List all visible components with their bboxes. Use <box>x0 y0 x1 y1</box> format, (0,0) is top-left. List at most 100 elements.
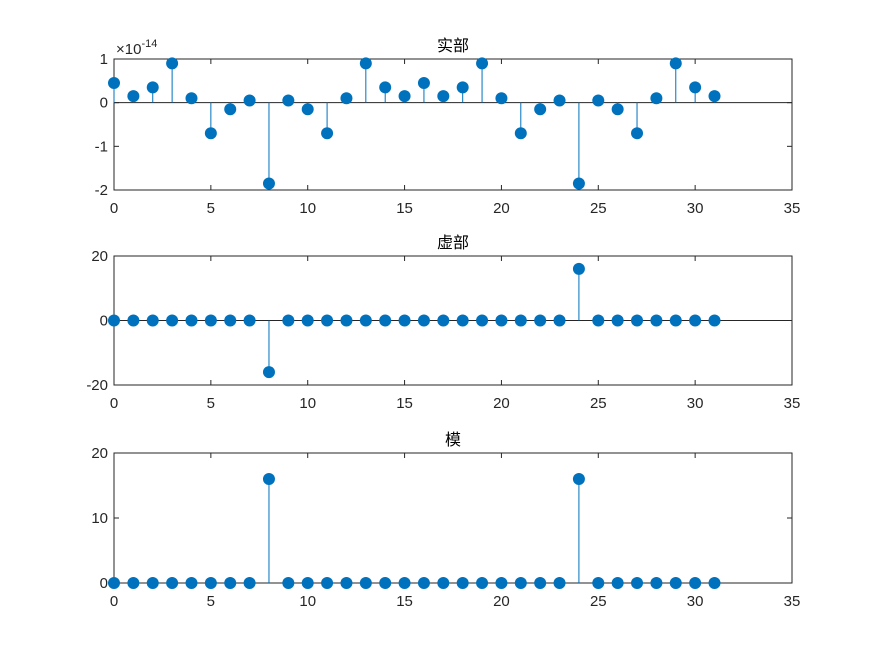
stem-marker <box>553 577 566 589</box>
stem-marker <box>166 577 179 589</box>
stem-marker <box>476 314 489 327</box>
stem-marker <box>514 577 527 589</box>
stem-marker <box>340 92 353 105</box>
x-tick-label: 15 <box>396 200 413 217</box>
x-tick-label: 25 <box>590 200 607 217</box>
stem-marker <box>592 577 605 589</box>
y-exponent-label: ×10-14 <box>116 38 157 58</box>
stem-marker <box>340 314 353 327</box>
stem-marker <box>553 314 566 327</box>
y-tick-label: -2 <box>95 182 108 199</box>
stem-marker <box>437 577 450 589</box>
stem-marker <box>243 577 256 589</box>
stem-marker <box>282 94 295 107</box>
x-tick-label: 5 <box>207 593 215 610</box>
stem-marker <box>398 90 411 103</box>
stem-marker <box>282 577 295 589</box>
y-tick-label: -1 <box>95 138 108 155</box>
x-tick-label: 20 <box>493 593 510 610</box>
stem-marker <box>611 577 624 589</box>
stem-marker <box>495 314 508 327</box>
stem-marker <box>262 177 275 190</box>
stem-marker <box>456 577 469 589</box>
stem-marker <box>456 81 469 94</box>
plot-title: 虚部 <box>437 233 469 252</box>
stem-marker <box>456 314 469 327</box>
x-tick-label: 15 <box>396 395 413 412</box>
stem-marker <box>321 127 334 140</box>
stem-marker <box>321 577 334 589</box>
stem-marker <box>437 90 450 103</box>
y-tick-label: -20 <box>86 377 108 394</box>
x-tick-label: 10 <box>299 200 316 217</box>
axes-box <box>113 452 793 584</box>
stem-marker <box>127 577 140 589</box>
y-tick-label: 1 <box>100 51 108 68</box>
y-tick-label: 0 <box>100 95 108 112</box>
stem-marker <box>534 577 547 589</box>
stem-marker <box>689 577 702 589</box>
stem-marker <box>262 366 275 379</box>
plot-title: 实部 <box>437 36 469 55</box>
stem-marker <box>379 577 392 589</box>
stem-marker <box>185 577 198 589</box>
stem-marker <box>708 577 721 589</box>
stem-marker <box>650 314 663 327</box>
stem-marker <box>572 177 585 190</box>
stem-marker <box>166 57 179 70</box>
subplot-3: 0 5 10 15 20 25 30 35 20 10 0 模 <box>91 430 800 610</box>
stem-marker <box>708 90 721 103</box>
stem-marker <box>669 57 682 70</box>
axes-box <box>113 58 793 191</box>
x-tick-label: 25 <box>590 593 607 610</box>
stem-marker <box>301 103 314 116</box>
x-tick-label: 0 <box>110 593 118 610</box>
plot-title: 模 <box>445 430 461 449</box>
stem-marker <box>321 314 334 327</box>
stem-marker <box>340 577 353 589</box>
stem-marker <box>689 314 702 327</box>
stem-marker <box>301 314 314 327</box>
stem-marker <box>243 314 256 327</box>
stem-marker <box>185 92 198 105</box>
stem-marker <box>262 473 275 485</box>
x-tick-label: 30 <box>687 200 704 217</box>
stem-marker <box>514 127 527 140</box>
stem-marker <box>204 127 217 140</box>
stem-marker <box>224 103 237 116</box>
stem-marker <box>611 103 624 116</box>
stem-marker <box>224 314 237 327</box>
stem-marker <box>611 314 624 327</box>
stem-marker <box>476 57 489 70</box>
stem-marker <box>669 314 682 327</box>
x-tick-label: 5 <box>207 200 215 217</box>
stem-marker <box>534 103 547 116</box>
stem-marker <box>572 262 585 275</box>
stem-marker <box>417 314 430 327</box>
stem-marker <box>631 127 644 140</box>
y-tick-label: 0 <box>100 313 108 330</box>
stem-marker <box>476 577 489 589</box>
x-tick-label: 30 <box>687 395 704 412</box>
stem-marker <box>379 81 392 94</box>
stem-marker <box>224 577 237 589</box>
stem-marker <box>359 314 372 327</box>
stem-marker <box>417 577 430 589</box>
stem-marker <box>204 314 217 327</box>
stem-marker <box>592 314 605 327</box>
stem-marker <box>572 473 585 485</box>
x-tick-label: 10 <box>299 593 316 610</box>
stem-marker <box>689 81 702 94</box>
x-tick-label: 20 <box>493 395 510 412</box>
x-tick-label: 0 <box>110 200 118 217</box>
stem-marker <box>108 577 120 589</box>
stem-marker <box>146 314 159 327</box>
stem-marker <box>534 314 547 327</box>
x-tick-label: 25 <box>590 395 607 412</box>
y-tick-label: 0 <box>100 575 108 592</box>
x-tick-label: 5 <box>207 395 215 412</box>
stem-marker <box>437 314 450 327</box>
stem-marker <box>592 94 605 107</box>
